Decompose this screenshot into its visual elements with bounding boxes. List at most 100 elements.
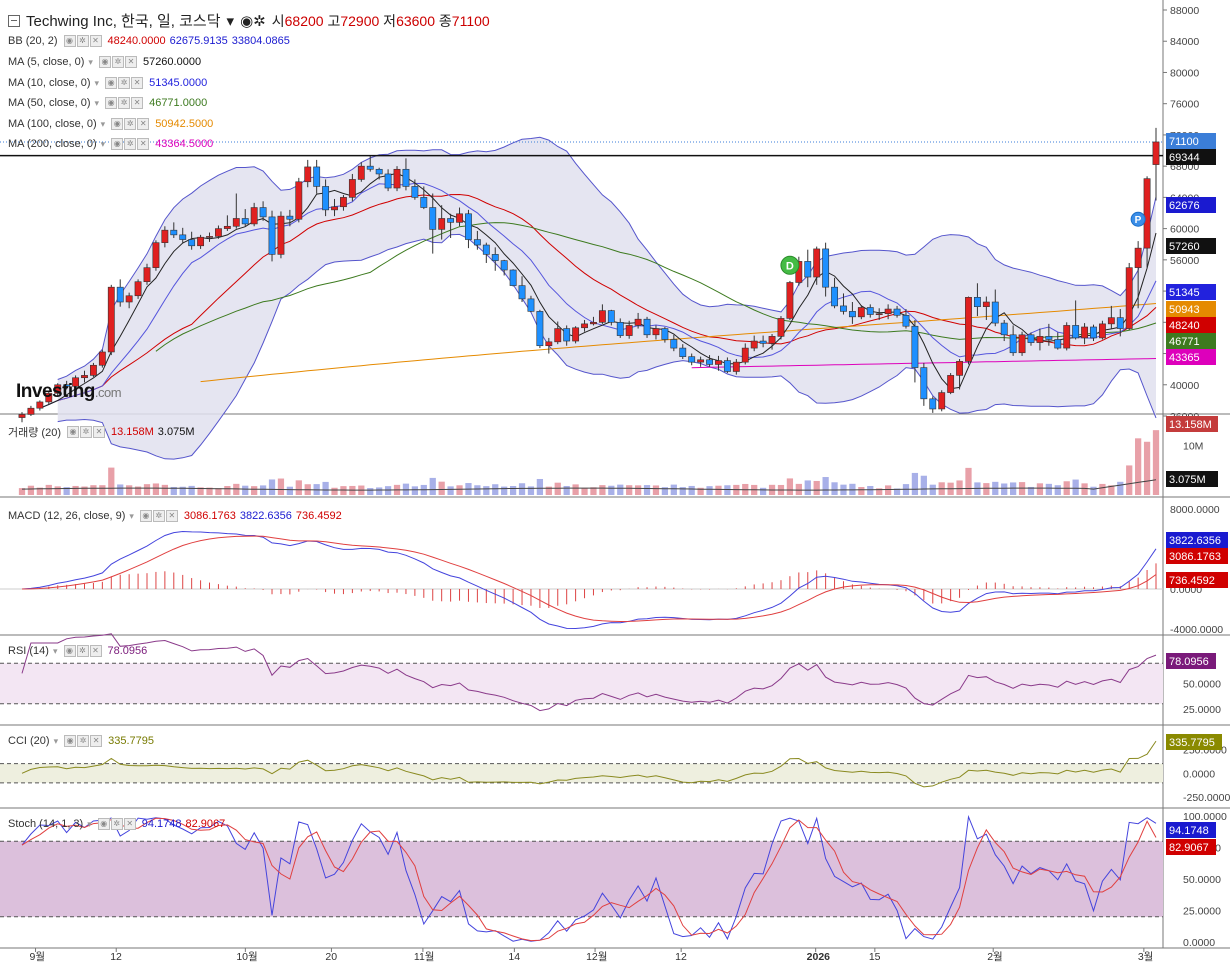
stoch-badge — [1166, 839, 1216, 855]
bollinger-mid-line — [57, 193, 1157, 401]
eye-icon[interactable]: ◉ — [63, 645, 76, 657]
gear-icon[interactable]: ✲ — [110, 818, 123, 830]
chevron-down-icon[interactable]: ▾ — [129, 510, 134, 521]
chevron-down-icon[interactable]: ▾ — [53, 735, 59, 746]
volume-bar — [474, 485, 481, 495]
chevron-down-icon[interactable]: ▾ — [100, 138, 106, 149]
legend-ma200[interactable]: MA (200, close, 0) ▾ ◉ ✲ ✕ 43364.5000 — [8, 138, 213, 150]
legend-macd[interactable]: MACD (12, 26, close, 9) ▾ ◉ ✲ ✕ 3086.1763 3… — [8, 510, 342, 522]
legend-ma10[interactable]: MA (10, close, 0) ▾ ◉ ✲ ✕ 51345.0000 — [8, 77, 207, 89]
volume-bar — [340, 486, 347, 495]
legend-volume-controls: ◉ ✲ ✕ — [66, 426, 105, 438]
volume-bar — [759, 487, 767, 495]
gear-icon[interactable]: ✲ — [111, 56, 124, 68]
legend-macd-signal: 3086.1763 — [183, 510, 236, 522]
volume-bar — [786, 478, 794, 495]
price-badge-label: 48240 — [1169, 320, 1200, 332]
gear-icon[interactable]: ✲ — [79, 426, 92, 438]
gear-icon[interactable]: ✲ — [253, 12, 266, 30]
legend-ma100[interactable]: MA (100, close, 0) ▾ ◉ ✲ ✕ 50942.5000 — [8, 118, 213, 130]
eye-icon[interactable]: ◉ — [240, 12, 254, 30]
legend-volume[interactable]: 거래량 (20) ◉ ✲ ✕ 13.158M 3.075M — [8, 424, 195, 440]
eye-icon[interactable]: ◉ — [98, 56, 111, 68]
gear-icon[interactable]: ✲ — [118, 97, 131, 109]
macd-badge — [1166, 572, 1228, 588]
close-icon[interactable]: ✕ — [165, 510, 178, 522]
legend-ma50[interactable]: MA (50, close, 0) ▾ ◉ ✲ ✕ 46771.0000 — [8, 97, 207, 109]
legend-rsi[interactable]: RSI (14) ▾ ◉ ✲ ✕ 78.0956 — [8, 645, 147, 657]
close-icon[interactable]: ✕ — [92, 426, 105, 438]
gear-icon[interactable]: ✲ — [152, 510, 165, 522]
close-icon[interactable]: ✕ — [131, 97, 144, 109]
collapse-icon[interactable] — [8, 14, 20, 27]
high-value: 72900 — [340, 12, 380, 29]
candle-body — [973, 297, 981, 307]
volume-bar — [215, 488, 222, 495]
legend-cci[interactable]: CCI (20) ▾ ◉ ✲ ✕ 335.7795 — [8, 735, 154, 747]
ohlc-readout: 시68200 고72900 저63600 종71100 — [272, 11, 490, 31]
eye-icon[interactable]: ◉ — [111, 118, 124, 130]
close-icon[interactable]: ✕ — [131, 77, 144, 89]
candle-body — [1134, 247, 1142, 268]
low-value: 63600 — [396, 12, 435, 29]
close-icon[interactable]: ✕ — [89, 35, 102, 47]
stoch-tick-label: 0.0000 — [1183, 937, 1215, 949]
legend-ma5[interactable]: MA (5, close, 0) ▾ ◉ ✲ ✕ 57260.0000 — [8, 56, 201, 68]
legend-macd-line: 3822.6356 — [239, 510, 292, 522]
candle-body — [1045, 336, 1053, 340]
eye-icon[interactable]: ◉ — [63, 35, 76, 47]
legend-bb-mid: 48240.0000 — [107, 35, 166, 47]
eye-icon[interactable]: ◉ — [111, 138, 124, 150]
legend-bb[interactable]: BB (20, 2) ◉ ✲ ✕ 48240.0000 62675.9135 338… — [8, 35, 290, 47]
cci-badge-label: 335.7795 — [1169, 737, 1215, 749]
eye-icon[interactable]: ◉ — [97, 818, 110, 830]
volume-bar — [295, 480, 302, 495]
close-icon[interactable]: ✕ — [123, 818, 136, 830]
legend-stoch[interactable]: Stoch (14, 1, 3) ▾ ◉ ✲ ✕ 94.1748 82.9067 — [8, 818, 225, 830]
eye-icon[interactable]: ◉ — [66, 426, 79, 438]
volume-bar — [188, 485, 195, 495]
candle-body — [581, 323, 588, 329]
price-badge-label: 69344 — [1169, 152, 1200, 164]
legend-cci-value: 335.7795 — [108, 735, 154, 747]
volume-bar — [563, 486, 570, 495]
close-icon[interactable]: ✕ — [90, 735, 103, 747]
chevron-down-icon[interactable]: ▾ — [88, 56, 93, 67]
instrument-title[interactable]: Techwing Inc, 한국, 일, 코스닥 — [26, 13, 221, 30]
close-icon[interactable]: ✕ — [124, 56, 137, 68]
candle-body — [322, 186, 330, 211]
candle-body — [902, 314, 910, 327]
volume-bar — [572, 484, 579, 495]
rsi-tick-label: 25.0000 — [1183, 704, 1221, 716]
gear-icon[interactable]: ✲ — [77, 735, 90, 747]
chevron-down-icon[interactable]: ▾ — [226, 12, 235, 30]
price-tick-label: 60000 — [1170, 224, 1199, 236]
gear-icon[interactable]: ✲ — [76, 645, 89, 657]
candle-body — [438, 218, 446, 230]
gear-icon[interactable]: ✲ — [118, 77, 131, 89]
close-icon[interactable]: ✕ — [137, 118, 150, 130]
legend-ma50-name: MA (50, close, 0) — [8, 97, 91, 109]
chevron-down-icon[interactable]: ▾ — [94, 77, 100, 88]
gear-icon[interactable]: ✲ — [76, 35, 89, 47]
legend-bb-name: BB (20, 2) — [8, 35, 58, 47]
volume-bar — [1126, 465, 1133, 495]
chevron-down-icon[interactable]: ▾ — [52, 645, 58, 656]
eye-icon[interactable]: ◉ — [139, 510, 152, 522]
chevron-down-icon[interactable]: ▾ — [100, 118, 106, 129]
close-icon[interactable]: ✕ — [137, 138, 150, 150]
eye-icon[interactable]: ◉ — [105, 97, 118, 109]
chevron-down-icon[interactable]: ▾ — [87, 818, 92, 829]
stoch-tick-label: 25.0000 — [1183, 906, 1221, 918]
signal-marker-d-label: D — [786, 260, 794, 272]
gear-icon[interactable]: ✲ — [124, 138, 137, 150]
close-icon[interactable]: ✕ — [89, 645, 102, 657]
eye-icon[interactable]: ◉ — [64, 735, 77, 747]
chevron-down-icon[interactable]: ▾ — [94, 97, 100, 108]
volume-bar — [804, 480, 811, 495]
macd-tick-label: -4000.0000 — [1170, 624, 1223, 636]
gear-icon[interactable]: ✲ — [124, 118, 137, 130]
candle-body — [1152, 141, 1160, 165]
eye-icon[interactable]: ◉ — [105, 77, 118, 89]
